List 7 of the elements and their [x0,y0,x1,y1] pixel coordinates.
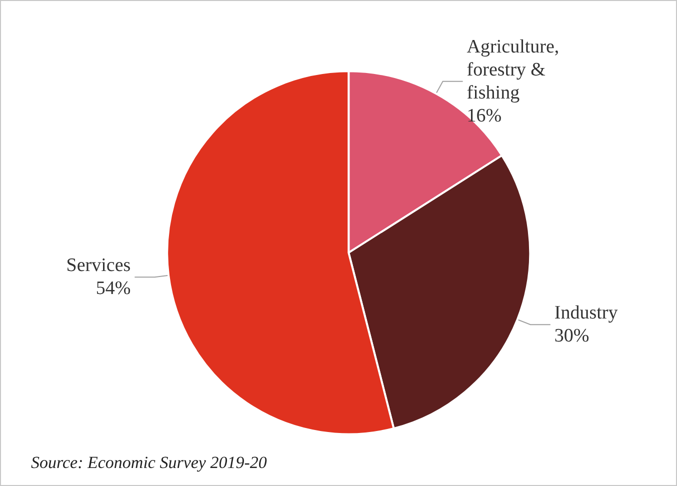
data-label: 16% [466,105,502,126]
data-label: 54% [96,278,131,300]
source-note: Source: Economic Survey 2019-20 [31,453,268,472]
slice-label: Industry [554,302,618,324]
slice-label: Agriculture, forestry & fishing [466,36,564,104]
data-label: 30% [554,326,590,347]
slice-label: Services [66,255,131,276]
